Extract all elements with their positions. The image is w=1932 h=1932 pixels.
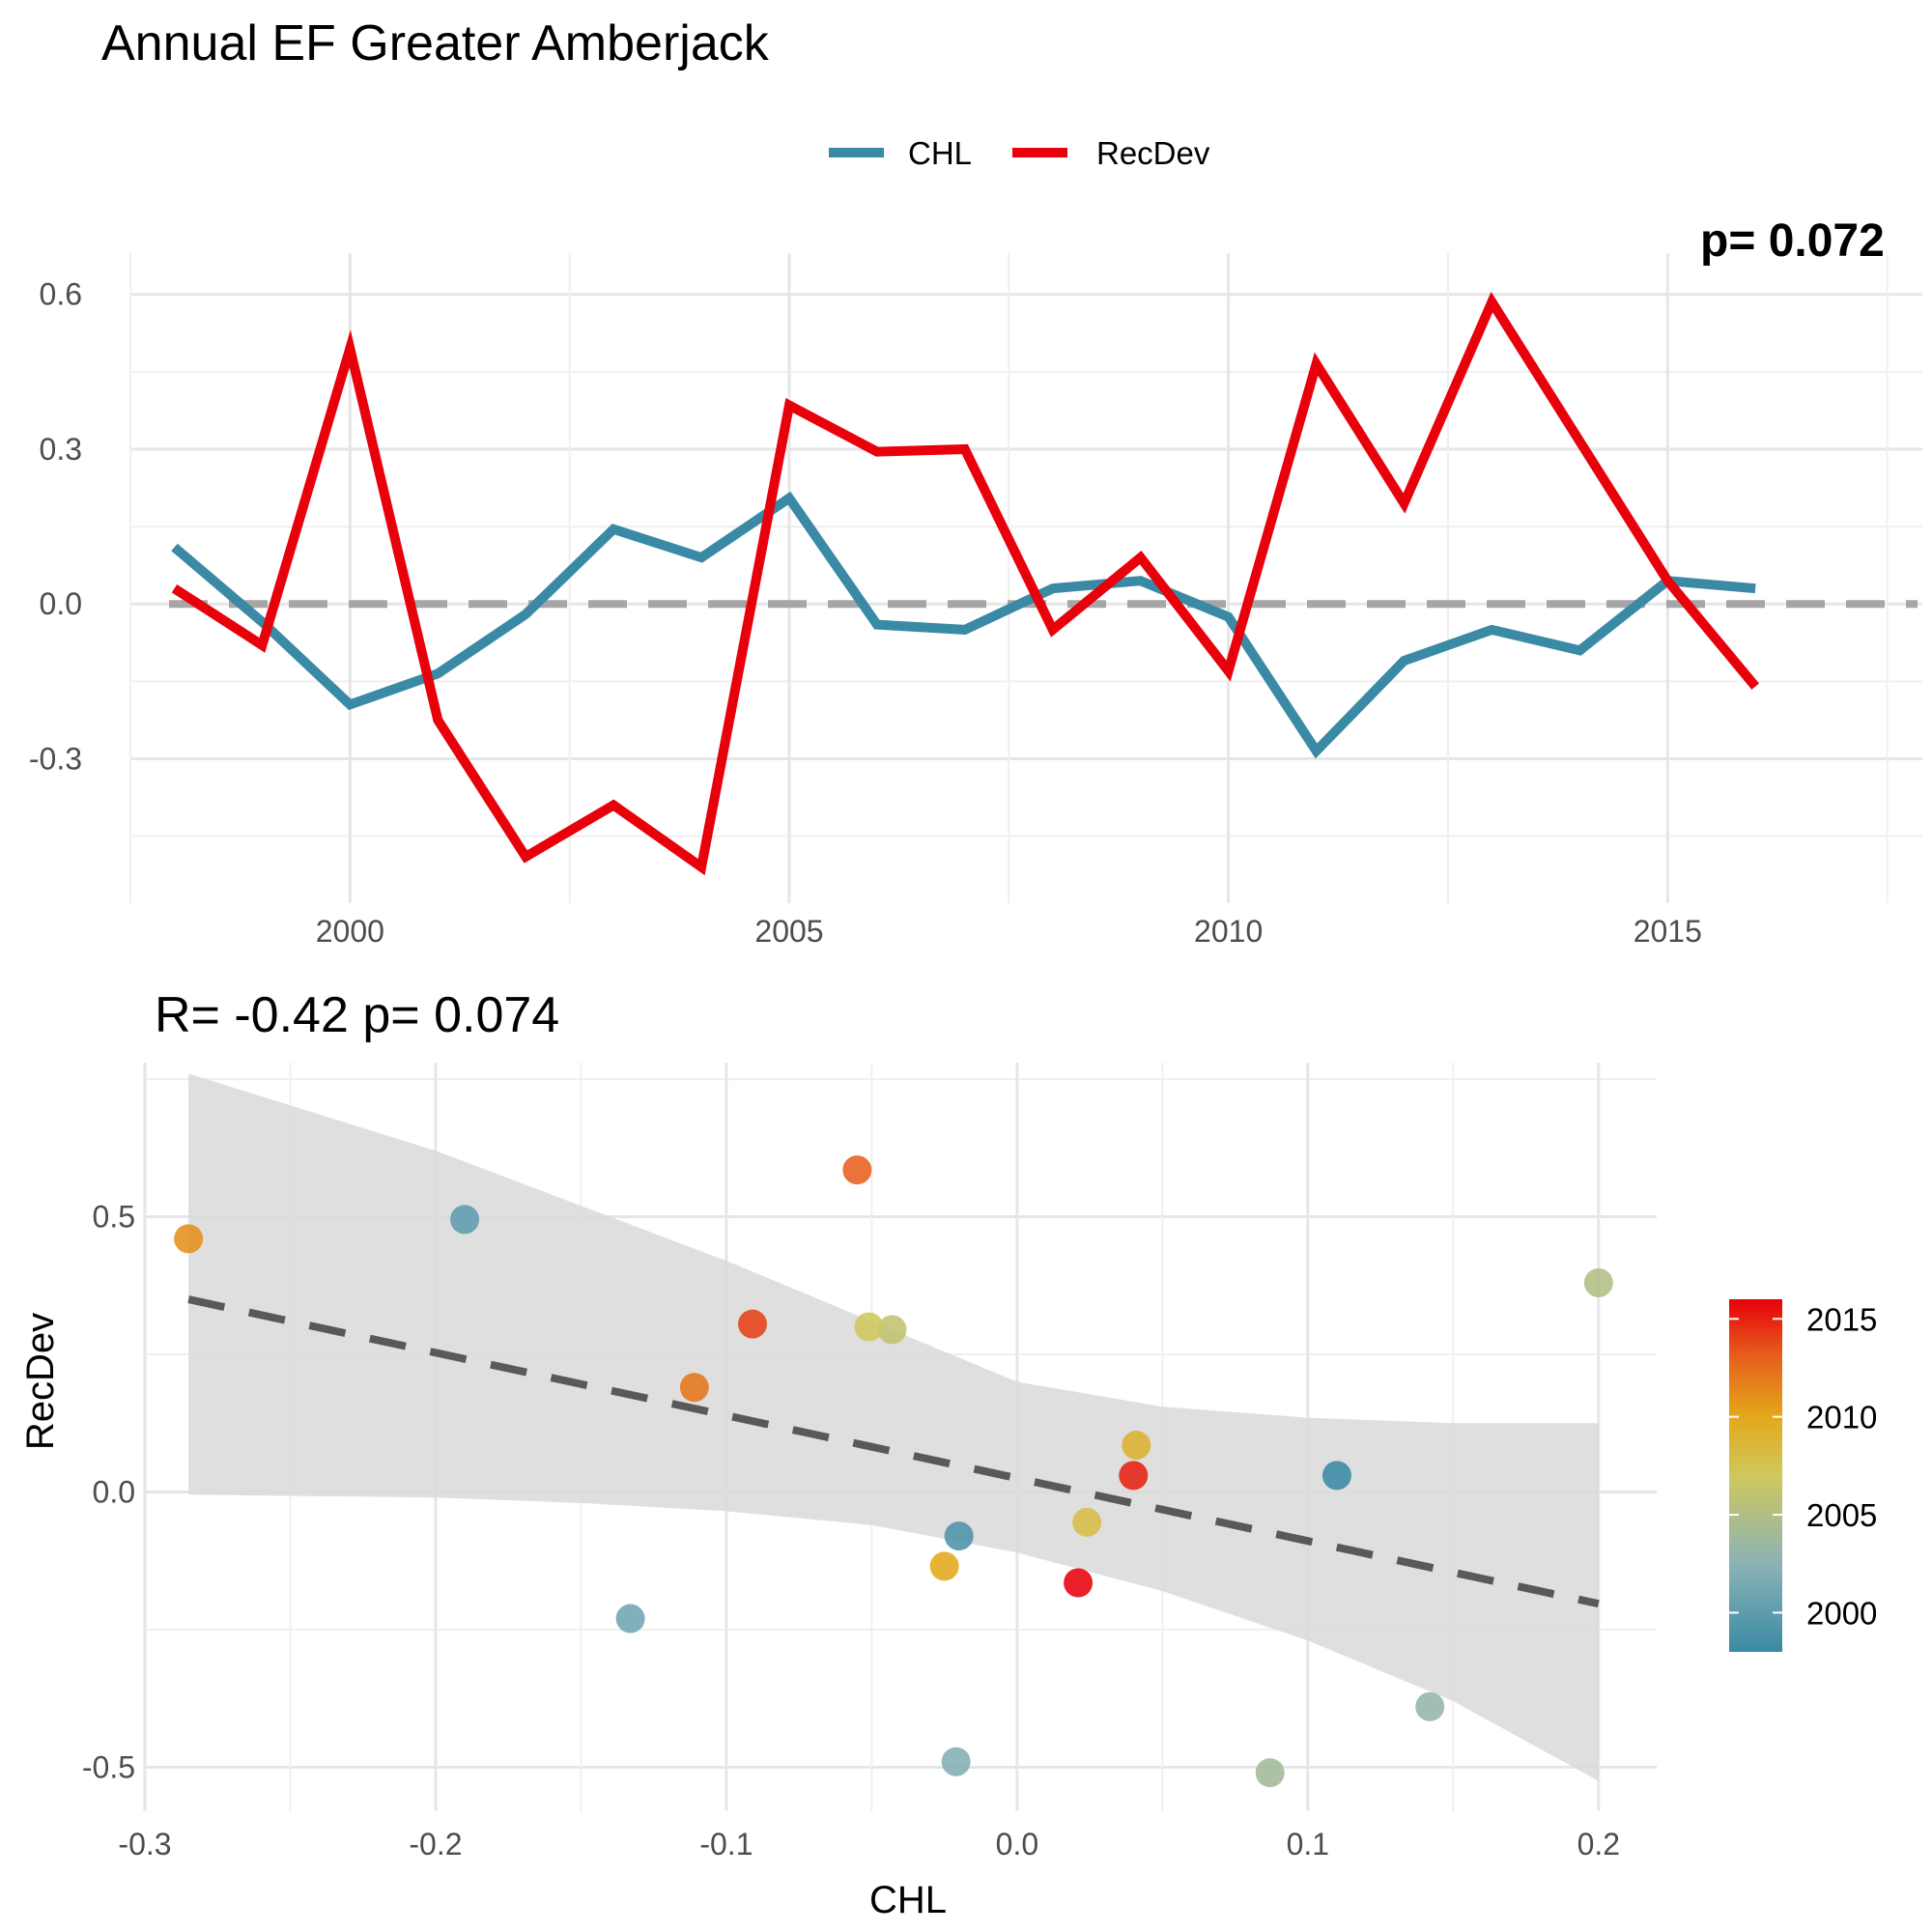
color-scale-legend: 2000 2005 2010 2015 xyxy=(1729,1299,1877,1652)
color-tick-label: 2010 xyxy=(1806,1400,1877,1435)
scatter-point-2016 xyxy=(1064,1568,1094,1598)
scatter-point-2002 xyxy=(941,1747,971,1776)
scatter-point-2013 xyxy=(842,1155,872,1185)
scatter-y-axis-title: RecDev xyxy=(19,1313,62,1450)
scatter-point-2015 xyxy=(1119,1461,1149,1491)
figure-title: Annual EF Greater Amberjack xyxy=(101,15,770,71)
scatter-point-1998 xyxy=(1321,1461,1351,1491)
scatter-point-2004 xyxy=(1255,1758,1285,1788)
x-tick-label: 0.1 xyxy=(1287,1827,1329,1861)
p-value-annotation: p= 0.072 xyxy=(1700,215,1885,267)
y-tick-label: 0.5 xyxy=(93,1200,135,1235)
scatter-x-ticks: -0.3 -0.2 -0.1 0.0 0.1 0.2 xyxy=(118,1827,1620,1861)
scatter-point-2001 xyxy=(615,1604,645,1634)
x-tick-label: 0.0 xyxy=(996,1827,1038,1861)
scatter-point-2009 xyxy=(1122,1431,1151,1461)
x-tick-label: -0.3 xyxy=(118,1827,171,1861)
x-tick-label: -0.2 xyxy=(409,1827,462,1861)
x-tick-label: 2010 xyxy=(1194,914,1263,949)
scatter-point-2014 xyxy=(738,1309,768,1339)
y-tick-label: 0.0 xyxy=(93,1474,135,1509)
scatter-point-2006 xyxy=(877,1315,907,1345)
scatter-point-2000 xyxy=(450,1205,480,1235)
scatter-point-2012 xyxy=(679,1373,709,1403)
scatter-point-1999 xyxy=(944,1521,974,1551)
confidence-band xyxy=(188,1073,1599,1781)
line-chart-x-ticks: 2000 2005 2010 2015 xyxy=(316,914,1702,949)
confidence-band-area xyxy=(188,1073,1599,1781)
x-tick-label: 0.2 xyxy=(1577,1827,1620,1861)
scatter-point-2011 xyxy=(174,1224,204,1254)
x-tick-label: 2015 xyxy=(1634,914,1702,949)
scatter-points xyxy=(174,1155,1613,1788)
y-tick-label: -0.5 xyxy=(82,1749,135,1784)
scatter-point-2007 xyxy=(854,1312,884,1342)
color-scale-bar xyxy=(1729,1299,1782,1652)
color-tick-label: 2015 xyxy=(1806,1301,1877,1337)
y-tick-label: 0.0 xyxy=(40,586,82,621)
line-chart-panel: 0.6 0.3 0.0 -0.3 2000 2005 2010 2015 p= 0.072 xyxy=(29,215,1922,949)
y-tick-label: 0.6 xyxy=(40,277,82,312)
scatter-x-axis-title: CHL xyxy=(869,1879,947,1921)
legend-label-recdev: RecDev xyxy=(1096,135,1210,171)
x-tick-label: 2005 xyxy=(754,914,823,949)
line-chart-y-ticks: 0.6 0.3 0.0 -0.3 xyxy=(29,277,82,777)
scatter-point-2005 xyxy=(1583,1267,1613,1297)
scatter-point-2010 xyxy=(929,1551,959,1581)
scatter-point-2003 xyxy=(1415,1691,1445,1721)
scatter-point-2008 xyxy=(1072,1507,1102,1537)
scatter-title: R= -0.42 p= 0.074 xyxy=(155,987,559,1043)
legend-label-chl: CHL xyxy=(908,135,972,171)
color-scale-ticks: 2000 2005 2010 2015 xyxy=(1729,1301,1877,1631)
regression-line xyxy=(187,1295,1600,1608)
series-line-chl xyxy=(171,491,1756,759)
x-tick-label: -0.1 xyxy=(699,1827,753,1861)
scatter-y-ticks: 0.5 0.0 -0.5 xyxy=(82,1200,135,1785)
line-chart-legend: CHL RecDev xyxy=(829,135,1210,171)
series-line-recdev xyxy=(171,292,1760,876)
y-tick-label: 0.3 xyxy=(40,432,82,467)
y-tick-label: -0.3 xyxy=(29,741,82,776)
scatter-panel: 0.5 0.0 -0.5 -0.3 -0.2 -0.1 0.0 0.1 0.2 CHL Rec… xyxy=(19,1063,1657,1921)
line-series-group xyxy=(171,292,1760,876)
x-tick-label: 2000 xyxy=(316,914,384,949)
regression-dashed-line xyxy=(187,1295,1600,1608)
color-tick-label: 2005 xyxy=(1806,1497,1877,1533)
right-edge-mask xyxy=(1927,0,1932,1932)
color-tick-label: 2000 xyxy=(1806,1595,1877,1631)
